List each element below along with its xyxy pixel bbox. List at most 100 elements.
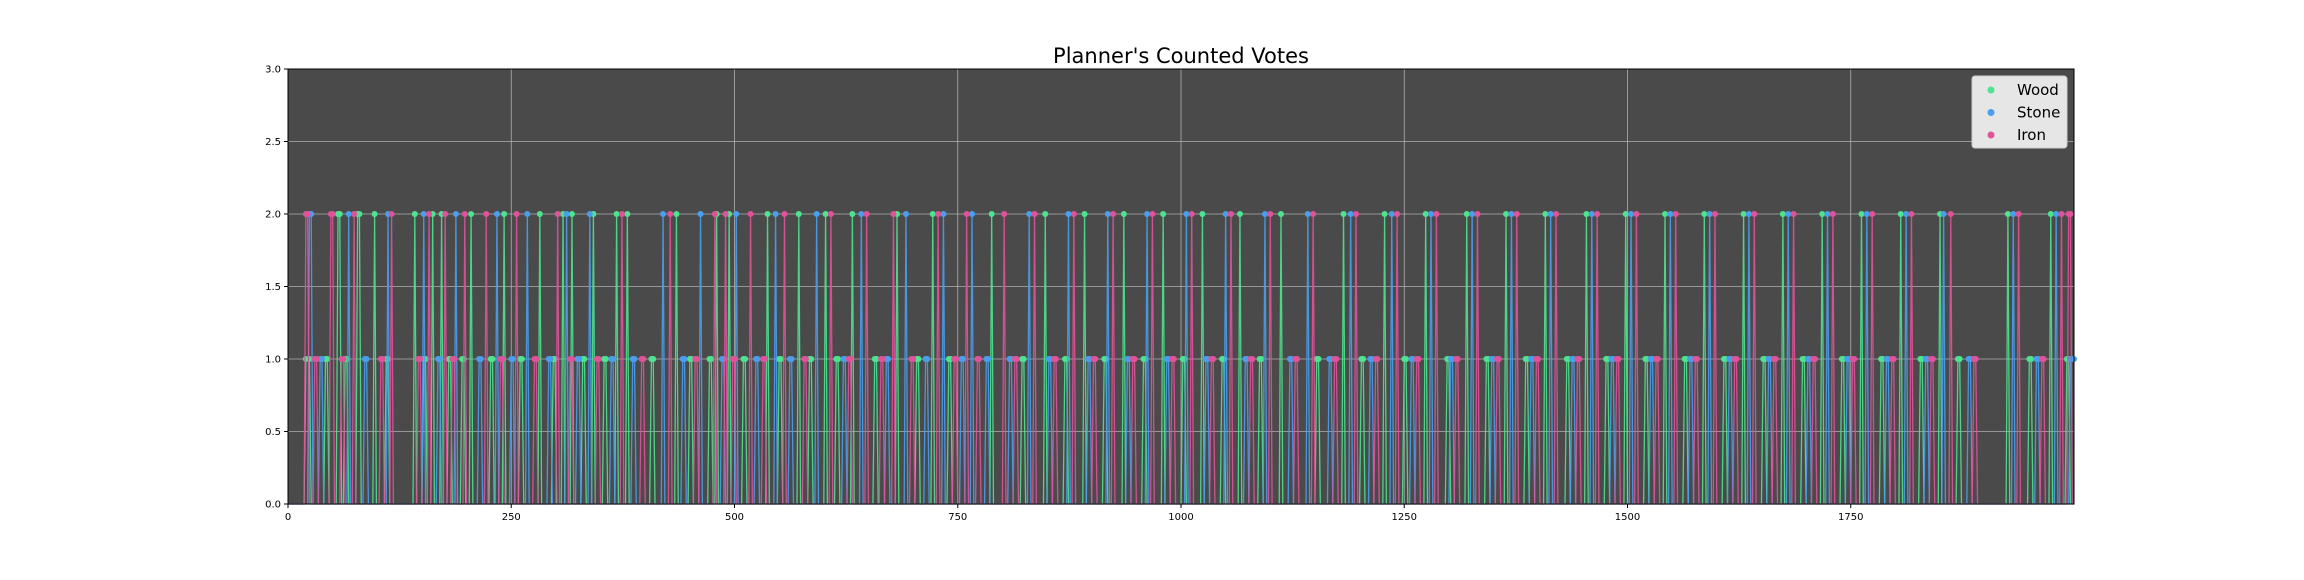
data-point <box>1110 211 1117 217</box>
x-tick-label: 1500 <box>1615 512 1640 523</box>
data-point <box>1026 211 1033 217</box>
data-point <box>501 211 508 217</box>
data-point <box>1294 356 1301 362</box>
data-point <box>318 356 325 362</box>
data-point <box>1740 211 1747 217</box>
y-tick-label: 1.0 <box>265 355 281 366</box>
data-point <box>976 356 983 362</box>
data-point <box>1790 211 1797 217</box>
data-point <box>1863 211 1870 217</box>
data-point <box>1772 356 1779 362</box>
data-point <box>1929 356 1936 362</box>
data-point <box>1733 356 1740 362</box>
data-point <box>489 356 496 362</box>
data-point <box>963 211 970 217</box>
data-point <box>1347 211 1354 217</box>
data-point <box>1001 211 1008 217</box>
data-point <box>363 356 370 362</box>
data-point <box>1947 211 1954 217</box>
data-point <box>711 211 718 217</box>
data-point <box>1897 211 1904 217</box>
data-point <box>915 356 922 362</box>
data-point <box>747 211 754 217</box>
data-point <box>1956 356 1963 362</box>
data-point <box>420 211 427 217</box>
data-point <box>524 211 531 217</box>
data-point <box>2040 356 2047 362</box>
data-point <box>885 356 892 362</box>
y-tick-label: 0.5 <box>265 427 281 438</box>
data-point <box>1310 211 1317 217</box>
data-point <box>477 356 484 362</box>
data-point <box>940 211 947 217</box>
data-point <box>847 356 854 362</box>
data-point <box>1824 211 1831 217</box>
data-point <box>1508 211 1515 217</box>
data-point <box>1701 211 1708 217</box>
data-point <box>1940 211 1947 217</box>
data-point <box>1542 211 1549 217</box>
data-point <box>731 356 738 362</box>
data-point <box>879 356 886 362</box>
x-tick-label: 1000 <box>1168 512 1193 523</box>
data-point <box>586 211 593 217</box>
data-point <box>576 356 583 362</box>
data-point <box>902 211 909 217</box>
data-point <box>371 211 378 217</box>
data-point <box>2015 211 2022 217</box>
data-point <box>1149 211 1156 217</box>
data-point <box>1020 356 1027 362</box>
data-point <box>1381 211 1388 217</box>
legend: Wood Stone Iron <box>1971 75 2068 149</box>
data-point <box>1013 356 1020 362</box>
data-point <box>1340 211 1347 217</box>
data-point <box>1081 211 1088 217</box>
data-point <box>499 356 506 362</box>
data-point <box>1751 211 1758 217</box>
data-point <box>1092 356 1099 362</box>
data-point <box>733 211 740 217</box>
data-point <box>304 211 311 217</box>
data-point <box>313 356 320 362</box>
data-point <box>1433 211 1440 217</box>
data-point <box>1667 211 1674 217</box>
data-point <box>1042 211 1049 217</box>
data-point <box>808 356 815 362</box>
data-point <box>613 211 620 217</box>
data-point <box>1779 211 1786 217</box>
data-point <box>742 356 749 362</box>
x-tick-label: 250 <box>502 512 521 523</box>
data-point <box>554 211 561 217</box>
legend-label-iron: Iron <box>2017 126 2046 144</box>
data-point <box>379 356 386 362</box>
data-point <box>417 356 424 362</box>
data-point <box>1304 211 1311 217</box>
data-point <box>1972 356 1979 362</box>
data-point <box>336 211 343 217</box>
data-point <box>772 211 779 217</box>
data-point <box>1628 211 1635 217</box>
data-point <box>518 356 525 362</box>
data-point <box>1890 356 1897 362</box>
data-point <box>1869 211 1876 217</box>
data-point <box>1858 211 1865 217</box>
data-point <box>356 211 363 217</box>
data-point <box>1249 356 1256 362</box>
data-point <box>1672 211 1679 217</box>
data-point <box>442 211 449 217</box>
data-point <box>1785 211 1792 217</box>
data-point <box>681 356 688 362</box>
data-point <box>1104 211 1111 217</box>
data-point <box>483 211 490 217</box>
data-point <box>2004 211 2011 217</box>
axis-layer: 0 250 500 750 1000 1250 1500 1750 0.0 0.5 1.0 1.5 2.… <box>265 65 1863 524</box>
chart-title: Planner's Counted Votes <box>1053 44 1309 68</box>
data-point <box>1622 211 1629 217</box>
data-point <box>935 211 942 217</box>
data-point <box>929 211 936 217</box>
data-point <box>1199 211 1206 217</box>
data-point <box>1454 356 1461 362</box>
data-point <box>1374 356 1381 362</box>
data-point <box>345 211 352 217</box>
data-point <box>1388 211 1395 217</box>
